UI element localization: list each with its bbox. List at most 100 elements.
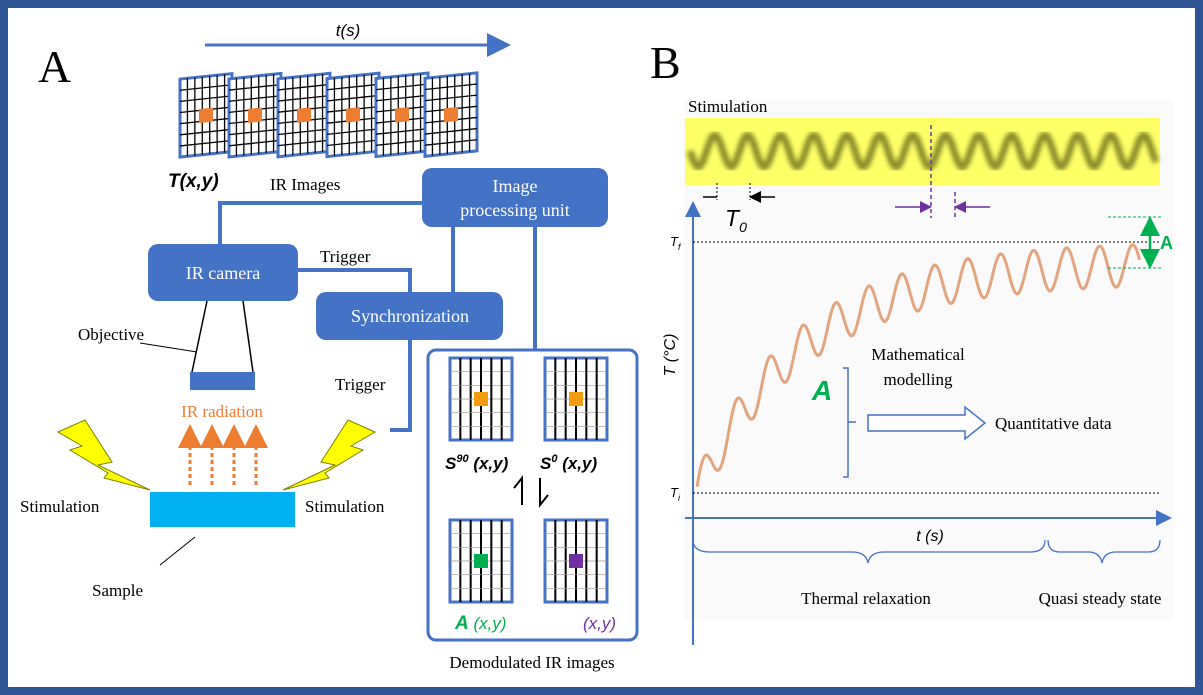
exchange-arrows: [513, 475, 549, 508]
pixel: [444, 106, 458, 123]
ir-grid: [448, 518, 514, 604]
box-label: Synchronization: [351, 306, 469, 326]
grid-line: [376, 83, 428, 91]
grid-line: [327, 94, 379, 102]
pixel: [569, 554, 583, 568]
grid-line: [180, 84, 232, 91]
grid-line: [425, 94, 477, 102]
stimulation-wave: [686, 130, 1160, 172]
amplitude-label: A: [1160, 233, 1173, 253]
model-input: A: [811, 375, 832, 406]
stack-label: T(x,y): [168, 171, 219, 192]
symbol: S: [540, 454, 552, 473]
wire: [218, 201, 422, 244]
pixel: [569, 392, 583, 406]
lightning: [56, 419, 151, 491]
ir-grid: [543, 356, 609, 442]
panel-label: A: [38, 41, 71, 92]
sync-box: [316, 292, 503, 340]
radiation-label: IR radiation: [181, 402, 263, 421]
y-axis-label: T (°C): [662, 334, 679, 377]
amplitude-label: A (x,y): [454, 613, 507, 634]
response-curve: [695, 243, 1141, 488]
modelling-label: modelling: [884, 370, 953, 389]
sample: [150, 492, 295, 527]
s90-label: S90 (x,y): [445, 453, 509, 473]
ir-grid: [374, 71, 430, 159]
bracket: [843, 367, 856, 478]
grid-line: [376, 128, 428, 135]
objective: [190, 372, 255, 390]
tf-label: Tf: [670, 234, 682, 252]
grid-line: [278, 83, 330, 91]
args: (x,y): [469, 454, 509, 473]
ir-image-stack: [178, 71, 479, 159]
wire: [298, 268, 412, 292]
trigger-label: Trigger: [320, 247, 371, 266]
objective-label: Objective: [78, 325, 144, 344]
grid-line: [278, 139, 330, 147]
stimulation-label: Stimulation: [305, 497, 385, 516]
symbol: T: [670, 485, 679, 500]
phase-braces: [692, 539, 1161, 564]
symbol: A: [454, 613, 469, 634]
grid-line: [327, 128, 379, 135]
grid-line: [425, 127, 477, 135]
subscript: f: [678, 242, 682, 252]
grid-line: [229, 128, 281, 136]
camera-box: [148, 244, 298, 301]
period-label: T0: [725, 205, 747, 235]
grid-line: [180, 128, 232, 136]
symbol: T: [670, 234, 679, 249]
grid-line: [229, 95, 281, 102]
grid-line: [425, 83, 477, 91]
ir-grid: [448, 356, 514, 442]
ir-grid: [325, 71, 381, 159]
grid-line: [327, 139, 379, 147]
pixel: [395, 107, 409, 123]
panel-b-bg: [684, 100, 1174, 620]
ir-grid: [227, 71, 283, 159]
panel-label: B: [650, 37, 681, 88]
box-label: IR camera: [186, 263, 260, 283]
symbol: T: [725, 205, 741, 231]
phase-label: Thermal relaxation: [801, 589, 931, 608]
ir-grid: [543, 518, 609, 604]
ir-images-label: IR Images: [270, 175, 340, 194]
grid-line: [180, 95, 232, 103]
box-label: processing unit: [460, 200, 570, 220]
stimulation-label: Stimulation: [20, 497, 100, 516]
grid-line: [229, 83, 281, 91]
grid-line: [425, 139, 477, 146]
grid-line: [376, 94, 428, 102]
grid-line: [180, 139, 232, 147]
output-label: Quantitative data: [995, 414, 1112, 433]
grid-line: [376, 139, 428, 146]
subscript: 0: [739, 219, 747, 235]
wire: [390, 340, 412, 432]
radiation-arrows: [178, 424, 268, 485]
superscript: 90: [456, 453, 469, 465]
grid-line: [327, 83, 379, 91]
args: (x,y): [469, 614, 507, 633]
args: (x,y): [557, 454, 597, 473]
superscript: 0: [551, 453, 558, 465]
caption: Demodulated IR images: [449, 653, 614, 672]
phase-marks: [895, 125, 990, 218]
phase-label: (x,y): [583, 614, 616, 633]
ir-grid: [276, 71, 332, 159]
ir-grid: [178, 71, 234, 159]
s0-label: S0 (x,y): [540, 453, 597, 473]
pixel: [474, 392, 488, 406]
time-label: t(s): [336, 21, 361, 40]
leader: [159, 536, 196, 566]
ti-label: Ti: [670, 485, 681, 503]
pixel: [199, 107, 213, 124]
modelling-label: Mathematical: [871, 345, 965, 364]
pixel: [248, 107, 262, 123]
processing-box: [422, 168, 608, 227]
ir-grid: [423, 71, 479, 158]
sample-label: Sample: [92, 581, 143, 600]
pixel: [474, 554, 488, 568]
